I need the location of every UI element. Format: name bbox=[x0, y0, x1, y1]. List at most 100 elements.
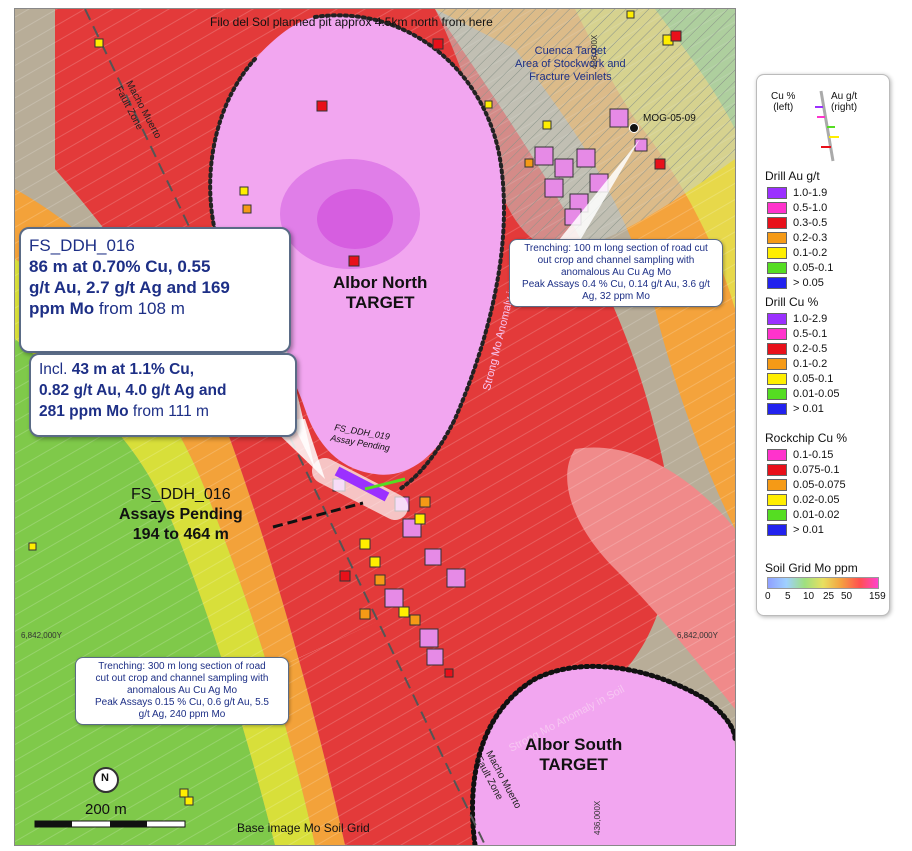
legend-drill-au-item: 0.2-0.3 bbox=[767, 232, 827, 244]
albor-south-line2: TARGET bbox=[539, 755, 608, 774]
callout-incl-line3-bold: 281 ppm Mo bbox=[39, 403, 129, 420]
legend-trace-right-line2: (right) bbox=[831, 102, 858, 113]
callout-main-line3-rest: from 108 m bbox=[94, 299, 185, 318]
right-northing-label: 6,842,000Y bbox=[677, 631, 718, 640]
legend-soil-tick: 5 bbox=[785, 591, 791, 602]
trench-north-note: Trenching: 100 m long section of road cu… bbox=[509, 239, 723, 307]
north-arrow-icon: N bbox=[101, 772, 109, 784]
map-frame: Filo del Sol planned pit approx 4.5km no… bbox=[14, 8, 736, 846]
legend-item-label: 0.01-0.05 bbox=[793, 388, 840, 400]
mog-hole-label: MOG-05-09 bbox=[643, 113, 696, 124]
legend-item-label: 0.3-0.5 bbox=[793, 217, 828, 229]
legend-drill-au-title: Drill Au g/t bbox=[765, 169, 820, 183]
legend-swatch bbox=[767, 187, 787, 199]
legend-soil-title: Soil Grid Mo ppm bbox=[765, 561, 858, 575]
legend-item-label: > 0.01 bbox=[793, 403, 824, 415]
trench-south-line4: Peak Assays 0.15 % Cu, 0.6 g/t Au, 5.5 bbox=[95, 697, 269, 708]
fs-ddh-016-pending: FS_DDH_016 Assays Pending 194 to 464 m bbox=[119, 485, 243, 545]
callout-main-line2: g/t Au, 2.7 g/t Ag and 169 bbox=[29, 278, 230, 297]
legend-swatch bbox=[767, 343, 787, 355]
legend-trace-right: Au g/t (right) bbox=[831, 91, 857, 113]
pending-016-line2: 194 to 464 m bbox=[132, 526, 229, 543]
pending-016-hole: FS_DDH_016 bbox=[131, 486, 231, 503]
fs-ddh-019-trace-halo bbox=[312, 458, 408, 520]
legend-soil-tick: 50 bbox=[841, 591, 853, 602]
albor-north-peak bbox=[317, 189, 393, 249]
legend-rockchip-item: 0.02-0.05 bbox=[767, 494, 839, 506]
legend-trace-left-line2: (left) bbox=[773, 102, 794, 113]
albor-north-line2: TARGET bbox=[345, 293, 415, 312]
legend-swatch bbox=[767, 373, 787, 385]
legend-item-label: 0.05-0.1 bbox=[793, 373, 834, 385]
trench-south-line3: anomalous Au Cu Ag Mo bbox=[126, 685, 238, 696]
legend-rockchip-title: Rockchip Cu % bbox=[765, 431, 848, 445]
legend-trace-left-line1: Cu % bbox=[771, 91, 796, 102]
mog-hole-marker bbox=[629, 123, 639, 133]
legend-drill-cu-title: Drill Cu % bbox=[765, 295, 819, 309]
legend-drill-cu-item: 0.5-0.1 bbox=[767, 328, 827, 340]
legend-drill-cu-item: > 0.01 bbox=[767, 403, 824, 415]
left-northing-label: 6,842,000Y bbox=[21, 631, 62, 640]
trench-south-line2: cut out crop and channel sampling with bbox=[95, 673, 269, 684]
legend-item-label: 0.02-0.05 bbox=[793, 494, 840, 506]
callout-main: FS_DDH_016 86 m at 0.70% Cu, 0.55 g/t Au… bbox=[19, 227, 291, 353]
legend-rockchip-item: 0.05-0.075 bbox=[767, 479, 846, 491]
rockchip-samples bbox=[28, 10, 682, 806]
legend-swatch bbox=[767, 232, 787, 244]
legend-rockchip-item: 0.075-0.1 bbox=[767, 464, 839, 476]
albor-north-boundary bbox=[313, 13, 506, 491]
legend-item-label: > 0.05 bbox=[793, 277, 824, 289]
albor-north-target: Albor North TARGET bbox=[333, 273, 427, 313]
pending-016-line1: Assays Pending bbox=[119, 506, 243, 523]
cuenca-line1: Cuenca Target bbox=[534, 45, 607, 57]
callout-incl-prefix: Incl. bbox=[39, 361, 72, 378]
legend-rockchip-item: 0.1-0.15 bbox=[767, 449, 833, 461]
legend-panel: Cu % (left) Au g/t (right) Drill Au g/t … bbox=[756, 74, 890, 616]
legend-swatch bbox=[767, 509, 787, 521]
legend-soil-tick: 0 bbox=[765, 591, 771, 602]
north-arrow-circle bbox=[93, 767, 119, 793]
legend-rockchip-item: 0.01-0.02 bbox=[767, 509, 839, 521]
trench-north-line2: out crop and channel sampling with bbox=[537, 255, 695, 266]
legend-rockchip-item: > 0.01 bbox=[767, 524, 824, 536]
legend-swatch bbox=[767, 247, 787, 259]
trench-north-line3: anomalous Au Cu Ag Mo bbox=[560, 267, 672, 278]
callout-main-line1: 86 m at 0.70% Cu, 0.55 bbox=[29, 257, 211, 276]
cuenca-line3: Fracture Veinlets bbox=[529, 71, 612, 83]
trench-north-line4: Peak Assays 0.4 % Cu, 0.14 g/t Au, 3.6 g… bbox=[522, 279, 710, 290]
scale-bar-segment bbox=[35, 821, 72, 827]
callout-main-hole: FS_DDH_016 bbox=[29, 236, 135, 255]
filo-del-sol-note: Filo del Sol planned pit approx 4.5km no… bbox=[210, 15, 493, 29]
legend-swatch bbox=[767, 328, 787, 340]
callout-main-line3-bold: ppm Mo bbox=[29, 299, 95, 318]
callout-incl-line1: 43 m at 1.1% Cu, bbox=[71, 361, 195, 378]
legend-item-label: 0.5-1.0 bbox=[793, 202, 828, 214]
legend-drill-cu-item: 0.1-0.2 bbox=[767, 358, 827, 370]
legend-item-label: 0.1-0.2 bbox=[793, 358, 828, 370]
trench-south-note: Trenching: 300 m long section of road cu… bbox=[75, 657, 289, 725]
scale-bar-segment bbox=[110, 821, 147, 827]
legend-swatch bbox=[767, 202, 787, 214]
trench-south-line1: Trenching: 300 m long section of road bbox=[98, 661, 266, 672]
albor-south-line1: Albor South bbox=[525, 735, 623, 754]
cuenca-hatch-area bbox=[435, 9, 735, 250]
legend-trace-icon bbox=[815, 90, 839, 162]
legend-item-label: > 0.01 bbox=[793, 524, 824, 536]
trench-north-line1: Trenching: 100 m long section of road cu… bbox=[524, 243, 708, 254]
legend-swatch bbox=[767, 277, 787, 289]
fs-ddh-016-pending-line bbox=[272, 501, 364, 529]
albor-north-boundary-west bbox=[208, 57, 257, 251]
callout-incl-line2: 0.82 g/t Au, 4.0 g/t Ag and bbox=[39, 382, 227, 399]
legend-trace-left: Cu % (left) bbox=[771, 91, 795, 113]
legend-item-label: 0.2-0.5 bbox=[793, 343, 828, 355]
fs-ddh-019-trace bbox=[334, 466, 390, 502]
legend-drill-cu-item: 1.0-2.9 bbox=[767, 313, 827, 325]
legend-item-label: 0.1-0.2 bbox=[793, 247, 828, 259]
legend-drill-au-item: 0.05-0.1 bbox=[767, 262, 833, 274]
legend-soil-tick: 25 bbox=[823, 591, 835, 602]
albor-south-anomaly bbox=[472, 666, 735, 845]
legend-drill-au-item: 0.1-0.2 bbox=[767, 247, 827, 259]
legend-swatch bbox=[767, 217, 787, 229]
legend-swatch bbox=[767, 403, 787, 415]
legend-swatch bbox=[767, 313, 787, 325]
